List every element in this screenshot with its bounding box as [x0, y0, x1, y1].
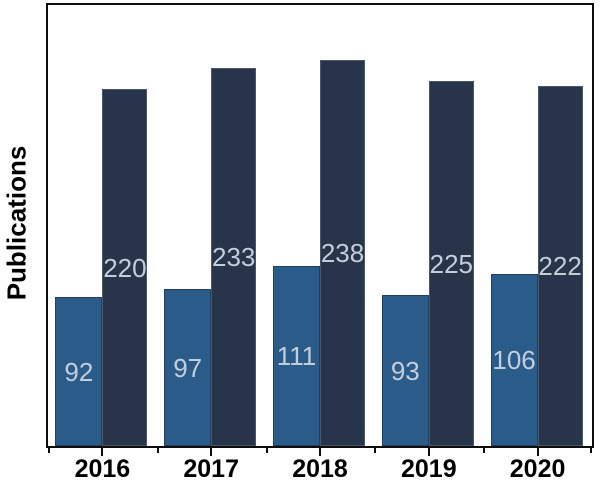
x-axis-minor-tick: [265, 448, 268, 453]
bar: 225: [428, 81, 474, 446]
bar: 92: [55, 297, 103, 446]
bar-value-label: 220: [103, 252, 147, 283]
x-axis-major-tick: [536, 448, 539, 456]
bar: 233: [211, 68, 257, 446]
bar: 97: [164, 289, 212, 446]
bar-value-label: 97: [173, 352, 203, 383]
bar-value-label: 233: [212, 242, 256, 272]
x-axis-label: 2017: [183, 455, 239, 483]
x-axis-minor-tick: [483, 448, 486, 453]
x-axis-label: 2016: [74, 455, 131, 483]
bar-value-label: 106: [492, 345, 536, 375]
x-axis-major-tick: [210, 448, 213, 456]
bar-value-label: 238: [320, 238, 365, 268]
bar: 238: [320, 60, 365, 446]
plot-area: 92 220 97 233 111 238 93 225 106 222: [46, 3, 594, 448]
x-axis-major-tick: [319, 448, 321, 456]
bar-value-label: 93: [390, 355, 420, 386]
x-axis-major-tick: [427, 448, 430, 456]
x-axis-label: 2019: [400, 455, 457, 483]
bar-value-label: 92: [64, 356, 94, 387]
bar-value-label: 222: [538, 251, 582, 281]
bar: 106: [490, 274, 538, 446]
x-axis-label: 2018: [292, 455, 348, 483]
bar: 222: [537, 86, 583, 446]
bar: 93: [381, 295, 429, 446]
x-axis-minor-tick: [48, 448, 50, 453]
bar: 111: [273, 266, 320, 446]
x-axis-minor-tick: [590, 448, 592, 453]
bar-value-label: 225: [429, 248, 473, 279]
x-axis-minor-tick: [156, 448, 159, 453]
y-axis-label: Publications: [1, 145, 32, 301]
x-axis-label: 2020: [509, 455, 566, 483]
x-axis-minor-tick: [374, 448, 377, 453]
bar-value-label: 111: [276, 341, 317, 371]
x-axis-major-tick: [101, 448, 104, 456]
bar: 220: [102, 89, 148, 446]
